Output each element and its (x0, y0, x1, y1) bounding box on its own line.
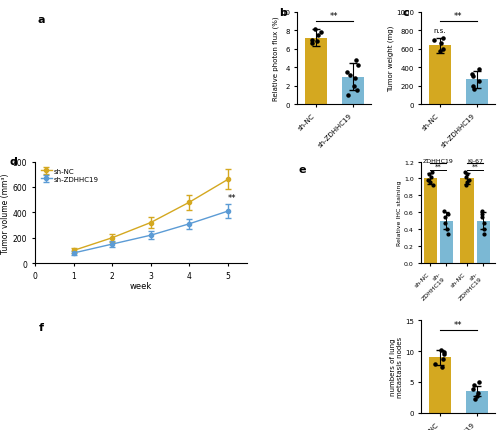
Text: **: ** (435, 164, 442, 170)
Point (354, 63, 362, 70)
Bar (466, 391, 487, 413)
Point (472, 396, 480, 403)
Point (430, 37, 438, 44)
Point (350, 83, 358, 90)
Text: ZDHHC19: ZDHHC19 (423, 158, 454, 163)
Bar (424, 179, 437, 264)
Point (444, 230, 452, 237)
Bar (428, 357, 451, 413)
Point (480, 220, 488, 227)
Point (353, 88, 361, 95)
Point (462, 172, 470, 178)
Y-axis label: Relative photon flux (%): Relative photon flux (%) (273, 17, 280, 101)
Bar (342, 77, 364, 105)
Text: **: ** (330, 12, 338, 21)
Point (428, 182, 436, 189)
Point (441, 220, 449, 227)
Point (462, 174, 470, 181)
Text: **: ** (472, 164, 478, 170)
Bar (460, 179, 473, 264)
Point (469, 73, 477, 80)
Point (480, 226, 488, 233)
Point (346, 72, 354, 79)
Text: n.s.: n.s. (434, 28, 446, 34)
Point (442, 226, 450, 233)
Point (440, 355, 448, 362)
Point (478, 208, 486, 215)
Point (470, 382, 478, 389)
Point (474, 67, 482, 74)
Text: c: c (403, 8, 409, 18)
Y-axis label: Tumor weight (mg): Tumor weight (mg) (388, 26, 394, 92)
Bar (466, 80, 487, 105)
Point (351, 76, 359, 83)
Point (314, 33, 322, 40)
Point (308, 37, 316, 44)
Point (461, 169, 469, 176)
Text: e: e (298, 164, 306, 174)
Point (352, 57, 360, 64)
Point (440, 349, 448, 356)
Point (438, 41, 446, 48)
Text: **: ** (228, 193, 236, 202)
Point (466, 177, 473, 184)
Point (476, 79, 484, 86)
Bar (428, 46, 451, 105)
Point (480, 230, 488, 237)
Point (440, 351, 448, 358)
Point (438, 363, 446, 370)
Y-axis label: Tumor volume (mm³): Tumor volume (mm³) (1, 173, 10, 253)
Point (440, 214, 448, 221)
Legend: sh-NC, sh-ZDHHC19: sh-NC, sh-ZDHHC19 (38, 166, 102, 185)
Point (424, 172, 432, 178)
Point (473, 392, 481, 399)
Point (426, 179, 434, 186)
Point (424, 177, 432, 184)
Text: d: d (10, 157, 18, 167)
Point (470, 86, 478, 93)
Y-axis label: Relative IHC staining: Relative IHC staining (398, 180, 402, 246)
Point (317, 30, 325, 37)
Text: Ki-67: Ki-67 (467, 158, 483, 163)
Point (344, 69, 351, 76)
Point (430, 360, 438, 367)
Point (440, 208, 448, 215)
Point (437, 347, 445, 353)
Point (462, 179, 470, 186)
Point (474, 390, 482, 396)
Point (438, 46, 446, 53)
Point (428, 169, 436, 176)
Text: f: f (38, 322, 44, 332)
Point (469, 386, 477, 393)
Text: a: a (37, 15, 44, 25)
Point (478, 211, 486, 218)
Y-axis label: numbers of lung
metastasis nodes: numbers of lung metastasis nodes (390, 336, 404, 397)
Point (444, 211, 452, 218)
Point (344, 92, 352, 99)
Point (313, 39, 321, 46)
Point (308, 41, 316, 48)
Point (310, 27, 318, 34)
Point (478, 214, 486, 221)
Point (468, 71, 476, 78)
X-axis label: week: week (130, 282, 152, 291)
Bar (305, 39, 327, 105)
Point (470, 83, 478, 90)
Bar (440, 221, 453, 264)
Text: b: b (279, 8, 287, 18)
Point (462, 182, 469, 189)
Point (475, 379, 483, 386)
Point (427, 174, 435, 181)
Point (439, 35, 447, 42)
Point (436, 48, 444, 55)
Bar (476, 221, 490, 264)
Text: **: ** (454, 12, 462, 21)
Text: **: ** (454, 320, 462, 329)
